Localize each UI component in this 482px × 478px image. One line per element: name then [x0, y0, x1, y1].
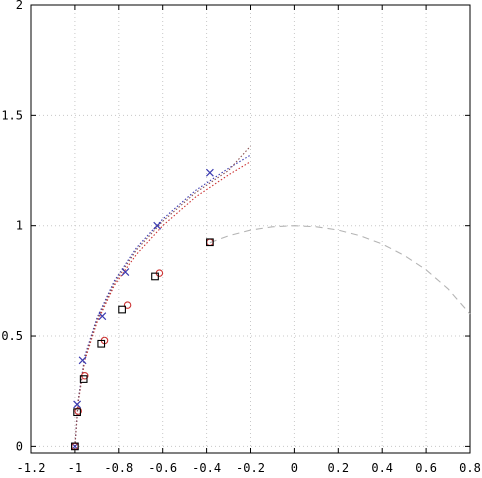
y-tick-label: 2 [16, 0, 23, 12]
marker-x-stroke [205, 168, 214, 177]
curve-dashed [209, 225, 471, 315]
x-tick-label: 0 [291, 461, 298, 475]
marker-square [118, 305, 126, 314]
x-tick-label: -0.4 [192, 461, 221, 475]
x-tick-label: -0.8 [104, 461, 133, 475]
x-tick-label: 0.6 [415, 461, 437, 475]
y-tick-label: 0.5 [1, 329, 23, 343]
y-tick-label: 1.5 [1, 108, 23, 122]
marker-x [78, 356, 87, 365]
marker-x [153, 221, 162, 230]
marker-square [97, 339, 106, 348]
marker-x-stroke [98, 312, 107, 321]
x-tick-label: -1.2 [17, 461, 46, 475]
y-tick-label: 1 [16, 219, 23, 233]
grid [31, 5, 470, 453]
marker-square [73, 408, 81, 417]
marker-square [71, 442, 79, 451]
x-tick-label: 0.8 [459, 461, 481, 475]
axis-ticks [30, 4, 471, 453]
x-tick-label: -0.6 [148, 461, 177, 475]
x-tick-label: -1 [68, 461, 82, 475]
marker-x [205, 168, 214, 177]
marker-x [121, 268, 130, 276]
marker-x [98, 312, 107, 321]
curve-dotted [74, 161, 251, 447]
marker-x [73, 400, 82, 409]
curve-dotted [74, 154, 251, 447]
data-markers [70, 168, 214, 451]
curves [74, 145, 471, 447]
x-tick-label: -0.2 [236, 461, 265, 475]
y-tick-label: 0 [16, 439, 23, 453]
marker-square [206, 238, 214, 247]
x-tick-label: 0.2 [327, 461, 349, 475]
marker-square [79, 375, 88, 383]
marker-x-stroke [153, 221, 162, 230]
x-tick-label: 0.4 [371, 461, 393, 475]
marker-square [151, 272, 159, 281]
marker-circle [123, 301, 132, 309]
marker-x-stroke [73, 400, 82, 409]
curve-dotted [74, 145, 251, 447]
marker-x-stroke [78, 356, 87, 365]
marker-circle [74, 407, 82, 415]
marker-x-stroke [121, 268, 130, 276]
